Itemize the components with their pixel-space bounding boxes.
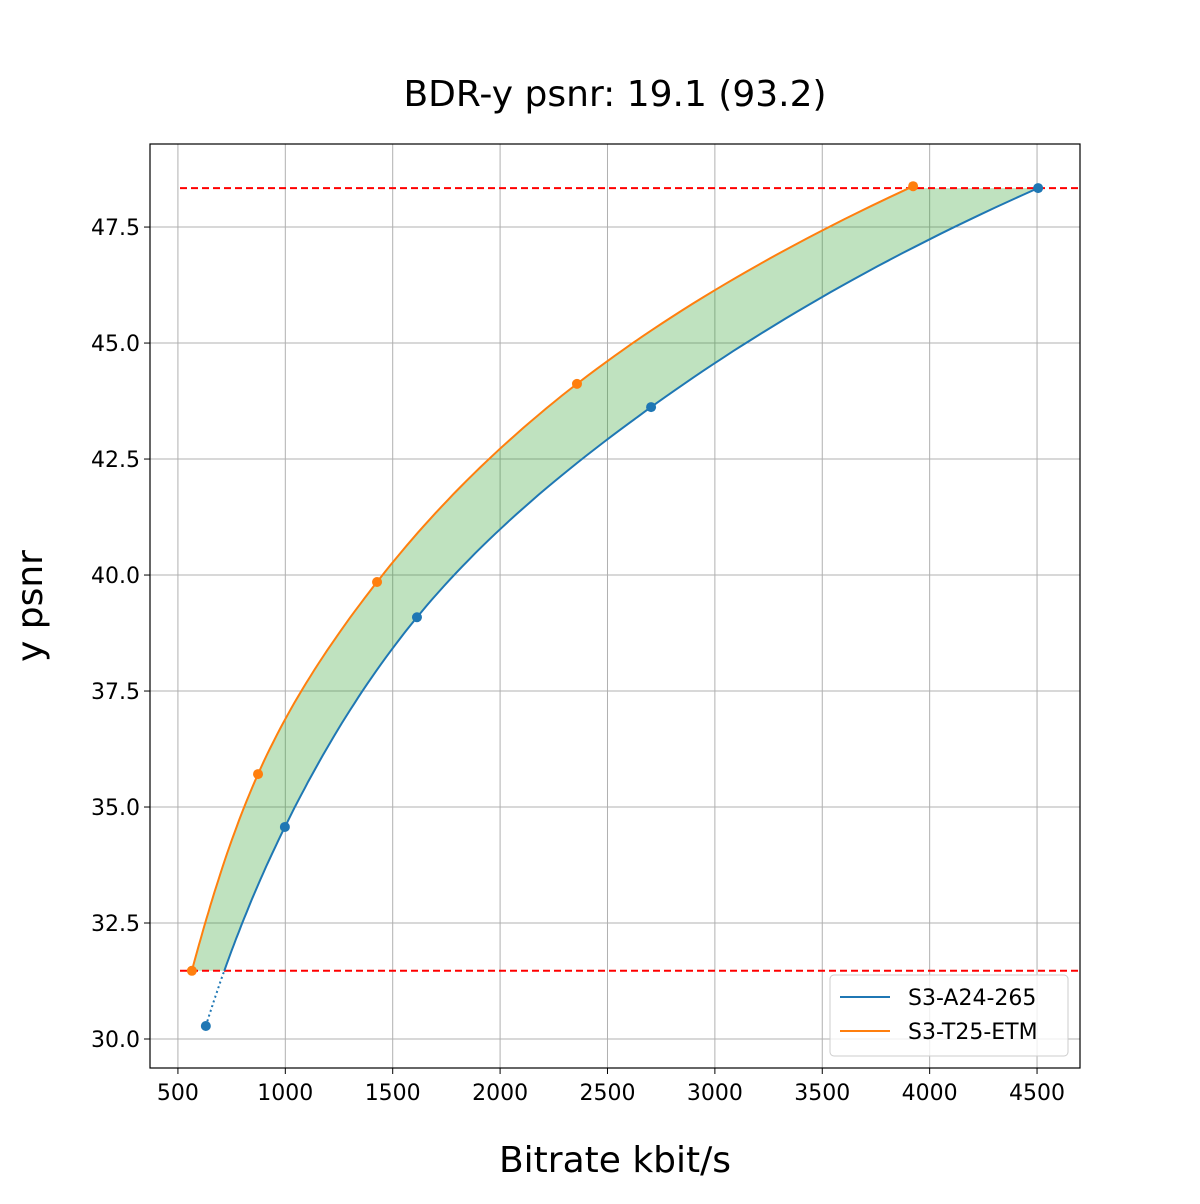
x-tick-label: 2500: [579, 1081, 635, 1106]
data-point-s3-t25-etm: [571, 378, 582, 389]
y-tick-label: 32.5: [91, 912, 140, 937]
y-tick-label: 40.0: [91, 564, 140, 589]
plot-frame: [149, 143, 1081, 1069]
data-point-s3-a24-265: [411, 612, 422, 623]
data-point-s3-a24-265: [1033, 183, 1044, 194]
series-group: [186, 181, 1044, 1032]
x-tick-label: 500: [157, 1081, 199, 1106]
y-tick-label: 30.0: [91, 1028, 140, 1053]
y-axis-label: y psnr: [10, 550, 51, 662]
legend-label-s3-a24-265: S3-A24-265: [908, 986, 1036, 1011]
y-tick-label: 37.5: [91, 680, 140, 705]
data-point-s3-t25-etm: [186, 965, 197, 976]
x-tick-label: 4000: [902, 1081, 958, 1106]
legend-box: [829, 974, 1069, 1057]
data-point-s3-t25-etm: [253, 769, 264, 780]
y-tick-label: 47.5: [91, 216, 140, 241]
chart-title: BDR-y psnr: 19.1 (93.2): [403, 74, 826, 115]
x-tick-label: 1500: [365, 1081, 421, 1106]
legend: S3-A24-265 S3-T25-ETM: [829, 974, 1069, 1057]
y-tick-label: 45.0: [91, 332, 140, 357]
x-tick-label: 4500: [1009, 1081, 1065, 1106]
x-tick-label: 3000: [687, 1081, 743, 1106]
y-tick-label: 35.0: [91, 796, 140, 821]
data-point-s3-a24-265: [646, 402, 657, 413]
series-line-s3-a24-265: [223, 187, 1039, 972]
reference-lines: [180, 187, 1078, 972]
data-point-s3-t25-etm: [372, 576, 383, 587]
y-tick-label: 42.5: [91, 448, 140, 473]
legend-label-s3-t25-etm: S3-T25-ETM: [908, 1020, 1038, 1045]
ticks: 500 1000 1500 2000 2500 3000 3500 4000 4500 30.0 3…: [91, 216, 1065, 1106]
x-tick-label: 1000: [257, 1081, 313, 1106]
x-tick-label: 2000: [472, 1081, 528, 1106]
x-tick-label: 3500: [794, 1081, 850, 1106]
x-axis-label: Bitrate kbit/s: [499, 1140, 731, 1181]
data-point-s3-a24-265: [279, 821, 290, 832]
data-point-s3-a24-265: [200, 1021, 211, 1032]
data-point-s3-t25-etm: [908, 181, 919, 192]
